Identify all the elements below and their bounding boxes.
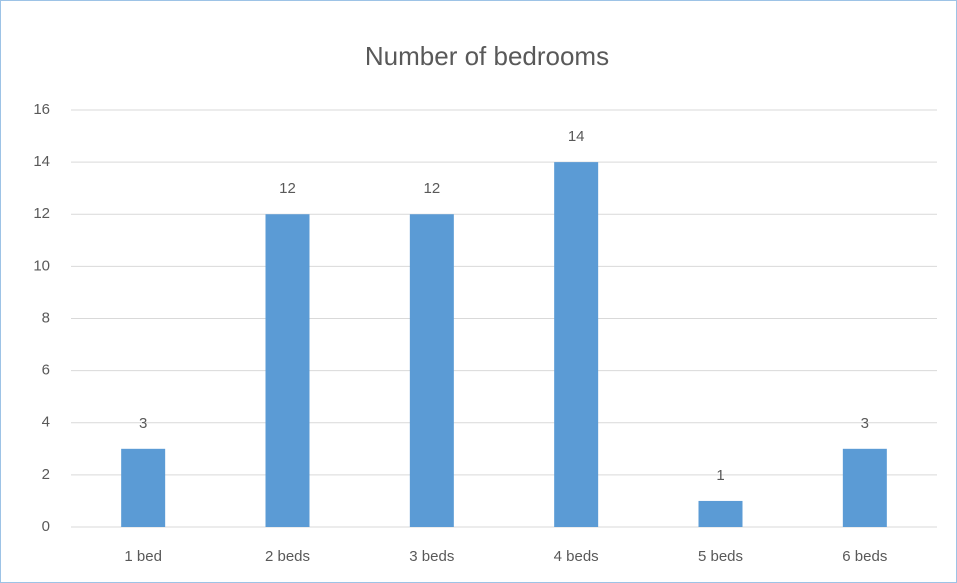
chart-title: Number of bedrooms: [365, 41, 609, 71]
data-label: 12: [423, 180, 440, 197]
data-label: 14: [568, 128, 585, 145]
x-tick-label: 1 bed: [124, 548, 162, 565]
data-label: 3: [139, 415, 147, 432]
bar: [121, 448, 166, 527]
y-tick-label: 16: [33, 101, 50, 118]
y-tick-label: 2: [42, 466, 50, 483]
y-tick-label: 0: [42, 518, 50, 535]
y-tick-label: 14: [33, 153, 50, 170]
y-tick-label: 8: [42, 309, 50, 326]
bar: [698, 500, 743, 527]
data-label: 1: [716, 467, 724, 484]
x-tick-label: 2 beds: [265, 548, 310, 565]
bar: [409, 214, 454, 527]
y-tick-label: 4: [42, 414, 50, 431]
y-tick-label: 6: [42, 362, 50, 379]
x-tick-label: 5 beds: [698, 548, 743, 565]
y-tick-label: 10: [33, 257, 50, 274]
data-label: 12: [279, 180, 296, 197]
x-tick-label: 4 beds: [554, 548, 599, 565]
y-tick-label: 12: [33, 205, 50, 222]
bar: [842, 448, 887, 527]
data-label: 3: [861, 415, 869, 432]
bar: [265, 214, 310, 527]
x-tick-label: 6 beds: [842, 548, 887, 565]
x-tick-label: 3 beds: [409, 548, 454, 565]
bar: [554, 162, 599, 527]
